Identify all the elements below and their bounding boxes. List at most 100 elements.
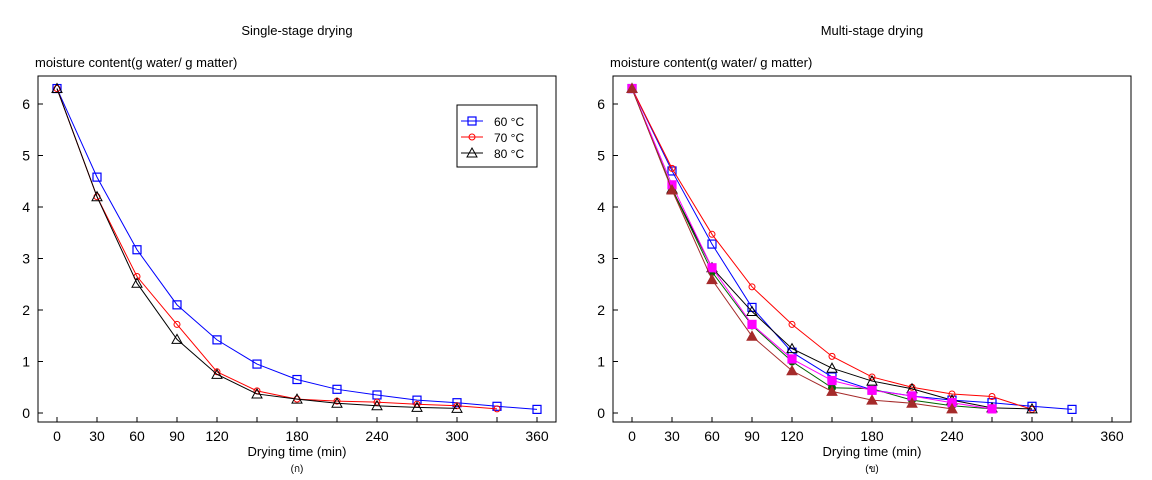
multi-stage-chart: Multi-stage drying moisture content(g wa… — [597, 23, 1132, 475]
data-point — [746, 305, 758, 317]
data-point — [866, 394, 878, 405]
data-point — [787, 354, 797, 364]
data-point — [827, 375, 837, 386]
legend-label: 70 °C — [494, 131, 524, 145]
series-group — [51, 82, 542, 414]
chart-title: Single-stage drying — [241, 23, 352, 38]
y-ticks: 0 1 2 3 4 5 6 — [22, 96, 43, 421]
data-point — [946, 402, 958, 414]
data-point — [667, 166, 677, 176]
plot-frame — [612, 75, 1132, 423]
data-point — [251, 387, 263, 399]
data-point — [987, 404, 997, 414]
data-point — [173, 320, 181, 328]
data-point — [131, 277, 143, 288]
series-line — [631, 88, 993, 410]
legend: 60 °C 70 °C 80 °C — [456, 104, 538, 168]
y-tick-label: 1 — [22, 354, 30, 370]
data-point — [1027, 401, 1037, 411]
x-tick-label: 30 — [89, 428, 105, 444]
data-point — [747, 319, 757, 330]
data-point — [1026, 402, 1038, 414]
x-tick-label: 300 — [445, 428, 469, 444]
data-point — [868, 373, 876, 381]
legend-marker — [466, 146, 478, 158]
data-point — [532, 404, 542, 414]
y-axis-label: moisture content(g water/ g matter) — [35, 55, 237, 70]
data-point — [788, 320, 796, 328]
data-point — [291, 393, 303, 404]
single-stage-chart: Single-stage drying moisture content(g w… — [22, 23, 557, 475]
data-point — [452, 398, 462, 408]
data-point — [707, 239, 717, 249]
x-tick-label: 240 — [940, 428, 964, 444]
y-tick-label: 3 — [597, 251, 605, 267]
data-point — [91, 190, 103, 202]
data-point — [867, 385, 877, 395]
chart-title: Multi-stage drying — [821, 23, 924, 38]
data-point — [332, 384, 342, 394]
data-point — [828, 352, 836, 360]
x-axis-label: Drying time (min) — [248, 444, 347, 459]
data-point — [211, 368, 223, 379]
series-4 — [628, 84, 996, 413]
data-point — [708, 230, 716, 238]
series-line — [631, 88, 1033, 410]
x-tick-label: 30 — [664, 428, 680, 444]
data-point — [826, 385, 838, 396]
data-point — [948, 390, 956, 398]
legend-label: 60 °C — [494, 115, 524, 129]
y-tick-label: 4 — [22, 199, 30, 215]
y-tick-label: 0 — [22, 405, 30, 421]
x-tick-label: 240 — [365, 428, 389, 444]
x-tick-label: 120 — [780, 428, 804, 444]
legend-item: 70 °C — [461, 131, 524, 145]
series-line — [631, 88, 1073, 410]
data-point — [292, 374, 302, 385]
y-tick-label: 6 — [22, 96, 30, 112]
legend-marker — [468, 133, 476, 141]
data-point — [252, 359, 262, 369]
data-point — [212, 335, 222, 345]
x-tick-label: 360 — [1100, 428, 1124, 444]
data-point — [826, 362, 838, 373]
data-point — [746, 330, 758, 341]
y-axis-label: moisture content(g water/ g matter) — [610, 55, 812, 70]
y-tick-label: 0 — [597, 405, 605, 421]
y-tick-label: 5 — [22, 148, 30, 164]
data-point — [786, 364, 798, 376]
data-point — [373, 398, 381, 406]
data-point — [172, 300, 182, 310]
data-point — [492, 401, 502, 411]
y-tick-label: 2 — [597, 302, 605, 318]
series-line — [631, 88, 993, 410]
data-point — [1067, 404, 1077, 414]
data-point — [668, 164, 676, 172]
series-3 — [626, 82, 1038, 414]
data-point — [92, 172, 102, 182]
y-tick-label: 6 — [597, 96, 605, 112]
x-tick-label: 90 — [744, 428, 760, 444]
data-point — [906, 397, 918, 408]
x-ticks: 0 30 60 90 120 180 240 300 360 — [53, 417, 549, 444]
legend-label: 80 °C — [494, 147, 524, 161]
x-tick-label: 180 — [860, 428, 884, 444]
legend-item: 80 °C — [461, 146, 524, 161]
data-point — [988, 393, 996, 401]
x-tick-label: 180 — [285, 428, 309, 444]
data-point — [171, 333, 183, 344]
data-point — [51, 82, 63, 94]
x-axis-label: Drying time (min) — [823, 444, 922, 459]
y-tick-label: 1 — [597, 354, 605, 370]
data-point — [451, 402, 463, 413]
data-point — [706, 273, 718, 285]
x-tick-label: 120 — [205, 428, 229, 444]
legend-marker — [467, 116, 477, 126]
series-line — [56, 88, 498, 410]
data-point — [707, 263, 717, 273]
series-5 — [627, 83, 997, 414]
y-ticks: 0 1 2 3 4 5 6 — [597, 96, 618, 421]
data-point — [748, 283, 756, 291]
y-tick-label: 5 — [597, 148, 605, 164]
